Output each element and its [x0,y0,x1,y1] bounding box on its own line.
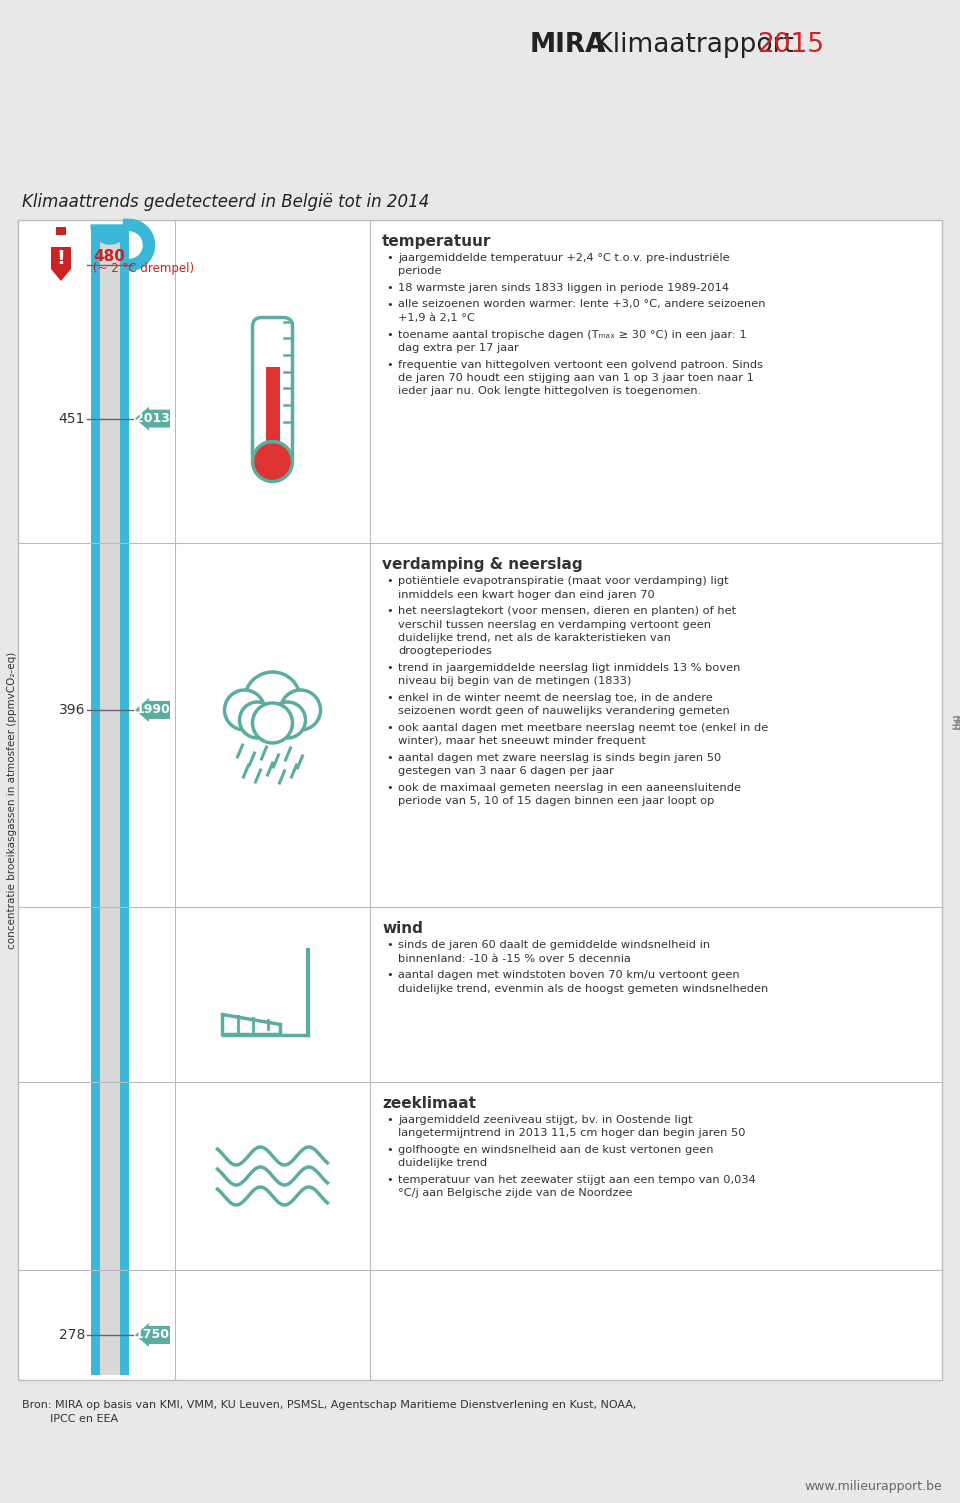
Text: 18 warmste jaren sinds 1833 liggen in periode 1989-2014: 18 warmste jaren sinds 1833 liggen in pe… [398,283,729,293]
Text: •: • [386,753,393,764]
Circle shape [280,690,321,730]
Text: •: • [386,1145,393,1154]
Text: •: • [386,606,393,616]
Text: droogteperiodes: droogteperiodes [398,646,492,657]
Circle shape [239,702,276,738]
Text: •: • [386,969,393,980]
Text: verdamping & neerslag: verdamping & neerslag [382,558,583,573]
Text: wind: wind [382,921,422,936]
Text: •: • [386,299,393,310]
Text: zeeklimaat: zeeklimaat [382,1096,476,1111]
Text: •: • [386,783,393,794]
Text: MIRA: MIRA [530,32,607,59]
Text: •: • [386,939,393,950]
Text: 1750: 1750 [135,1329,170,1342]
Text: 396: 396 [59,703,85,717]
Text: niveau bij begin van de metingen (1833): niveau bij begin van de metingen (1833) [398,676,632,687]
Text: inmiddels een kwart hoger dan eind jaren 70: inmiddels een kwart hoger dan eind jaren… [398,589,655,600]
Text: seizoenen wordt geen of nauwelijks verandering gemeten: seizoenen wordt geen of nauwelijks veran… [398,706,730,717]
Text: 2013: 2013 [135,412,170,425]
Text: jaargemiddeld zeeniveau stijgt, bv. in Oostende ligt: jaargemiddeld zeeniveau stijgt, bv. in O… [398,1115,692,1126]
Text: frequentie van hittegolven vertoont een golvend patroon. Sinds: frequentie van hittegolven vertoont een … [398,359,763,370]
Text: Klimaattrends gedetecteerd in België tot in 2014: Klimaattrends gedetecteerd in België tot… [22,192,429,210]
Text: trend in jaargemiddelde neerslag ligt inmiddels 13 % boven: trend in jaargemiddelde neerslag ligt in… [398,663,740,673]
Text: !: ! [57,249,65,269]
Text: Klimaatrapport: Klimaatrapport [587,32,803,59]
Text: www.milieurapport.be: www.milieurapport.be [804,1480,942,1492]
Bar [91,225,129,1375]
Text: enkel in de winter neemt de neerslag toe, in de andere: enkel in de winter neemt de neerslag toe… [398,693,712,703]
Text: #888888: #888888 [950,715,960,735]
Text: +1,9 à 2,1 °C: +1,9 à 2,1 °C [398,313,475,323]
Text: jaargemiddelde temperatuur +2,4 °C t.o.v. pre-industriële: jaargemiddelde temperatuur +2,4 °C t.o.v… [398,253,730,263]
Text: temperatuur: temperatuur [382,234,492,249]
FancyArrow shape [135,407,170,431]
Text: 1990: 1990 [135,703,170,717]
Text: sinds de jaren 60 daalt de gemiddelde windsnelheid in: sinds de jaren 60 daalt de gemiddelde wi… [398,939,710,950]
Bar [56,227,66,234]
Text: periode: periode [398,266,442,277]
Polygon shape [51,246,71,281]
Text: •: • [386,723,393,733]
Text: binnenland: -10 à -15 % over 5 decennia: binnenland: -10 à -15 % over 5 decennia [398,953,631,963]
Text: potiëntiele evapotranspiratie (maat voor verdamping) ligt: potiëntiele evapotranspiratie (maat voor… [398,576,729,586]
Text: •: • [386,253,393,263]
Text: ook aantal dagen met meetbare neerslag neemt toe (enkel in de: ook aantal dagen met meetbare neerslag n… [398,723,768,733]
Text: aantal dagen met windstoten boven 70 km/u vertoont geen: aantal dagen met windstoten boven 70 km/… [398,969,739,980]
Text: •: • [386,283,393,293]
FancyBboxPatch shape [252,317,293,466]
Text: winter), maar het sneeuwt minder frequent: winter), maar het sneeuwt minder frequen… [398,736,646,747]
Text: temperatuur van het zeewater stijgt aan een tempo van 0,034: temperatuur van het zeewater stijgt aan … [398,1175,756,1184]
Text: duidelijke trend, evenmin als de hoogst gemeten windsnelheden: duidelijke trend, evenmin als de hoogst … [398,983,768,993]
Text: 480: 480 [93,249,125,265]
Text: •: • [386,663,393,673]
Circle shape [245,672,300,727]
Text: concentratie broeikasgassen in atmosfeer (ppmvCO₂-eq): concentratie broeikasgassen in atmosfeer… [7,651,17,948]
Text: 3: 3 [950,715,960,735]
Text: duidelijke trend, net als de karakteristieken van: duidelijke trend, net als de karakterist… [398,633,671,643]
Text: (~ 2 °C drempel): (~ 2 °C drempel) [93,262,194,275]
Bar [18,219,942,1380]
Text: ook de maximaal gemeten neerslag in een aaneensluitende: ook de maximaal gemeten neerslag in een … [398,783,741,794]
Text: 278: 278 [59,1329,85,1342]
Bar [120,225,129,1375]
Text: alle seizoenen worden warmer: lente +3,0 °C, andere seizoenen: alle seizoenen worden warmer: lente +3,0… [398,299,765,310]
Circle shape [270,702,305,738]
Text: •: • [386,359,393,370]
Text: ieder jaar nu. Ook lengte hittegolven is toegenomen.: ieder jaar nu. Ook lengte hittegolven is… [398,386,701,397]
Text: periode van 5, 10 of 15 dagen binnen een jaar loopt op: periode van 5, 10 of 15 dagen binnen een… [398,797,714,807]
Circle shape [252,703,293,742]
Text: 451: 451 [59,412,85,425]
Text: gestegen van 3 naar 6 dagen per jaar: gestegen van 3 naar 6 dagen per jaar [398,767,613,777]
Text: •: • [386,576,393,586]
Bar [91,225,100,1375]
Text: langetermijntrend in 2013 11,5 cm hoger dan begin jaren 50: langetermijntrend in 2013 11,5 cm hoger … [398,1129,746,1138]
Text: verschil tussen neerslag en verdamping vertoont geen: verschil tussen neerslag en verdamping v… [398,619,711,630]
Circle shape [225,690,265,730]
Text: Bron: MIRA op basis van KMI, VMM, KU Leuven, PSMSL, Agentschap Maritieme Dienstv: Bron: MIRA op basis van KMI, VMM, KU Leu… [22,1399,636,1410]
Text: golfhoogte en windsnelheid aan de kust vertonen geen: golfhoogte en windsnelheid aan de kust v… [398,1145,713,1154]
Text: toename aantal tropische dagen (Tₘₐₓ ≥ 30 °C) in een jaar: 1: toename aantal tropische dagen (Tₘₐₓ ≥ 3… [398,329,747,340]
Text: •: • [386,693,393,703]
Text: IPCC en EEA: IPCC en EEA [22,1414,118,1423]
Text: het neerslagtekort (voor mensen, dieren en planten) of het: het neerslagtekort (voor mensen, dieren … [398,606,736,616]
Circle shape [252,442,293,481]
Text: de jaren 70 houdt een stijging aan van 1 op 3 jaar toen naar 1: de jaren 70 houdt een stijging aan van 1… [398,373,754,383]
Text: °C/j aan Belgische zijde van de Noordzee: °C/j aan Belgische zijde van de Noordzee [398,1189,633,1198]
FancyArrow shape [135,697,170,721]
Polygon shape [91,225,129,243]
FancyArrow shape [135,1323,170,1347]
Text: •: • [386,1175,393,1184]
Text: •: • [386,1115,393,1126]
Text: •: • [386,329,393,340]
Text: duidelijke trend: duidelijke trend [398,1159,487,1168]
Text: dag extra per 17 jaar: dag extra per 17 jaar [398,343,518,353]
Bar [266,367,279,448]
Text: aantal dagen met zware neerslag is sinds begin jaren 50: aantal dagen met zware neerslag is sinds… [398,753,721,764]
Text: 2015: 2015 [757,32,824,59]
